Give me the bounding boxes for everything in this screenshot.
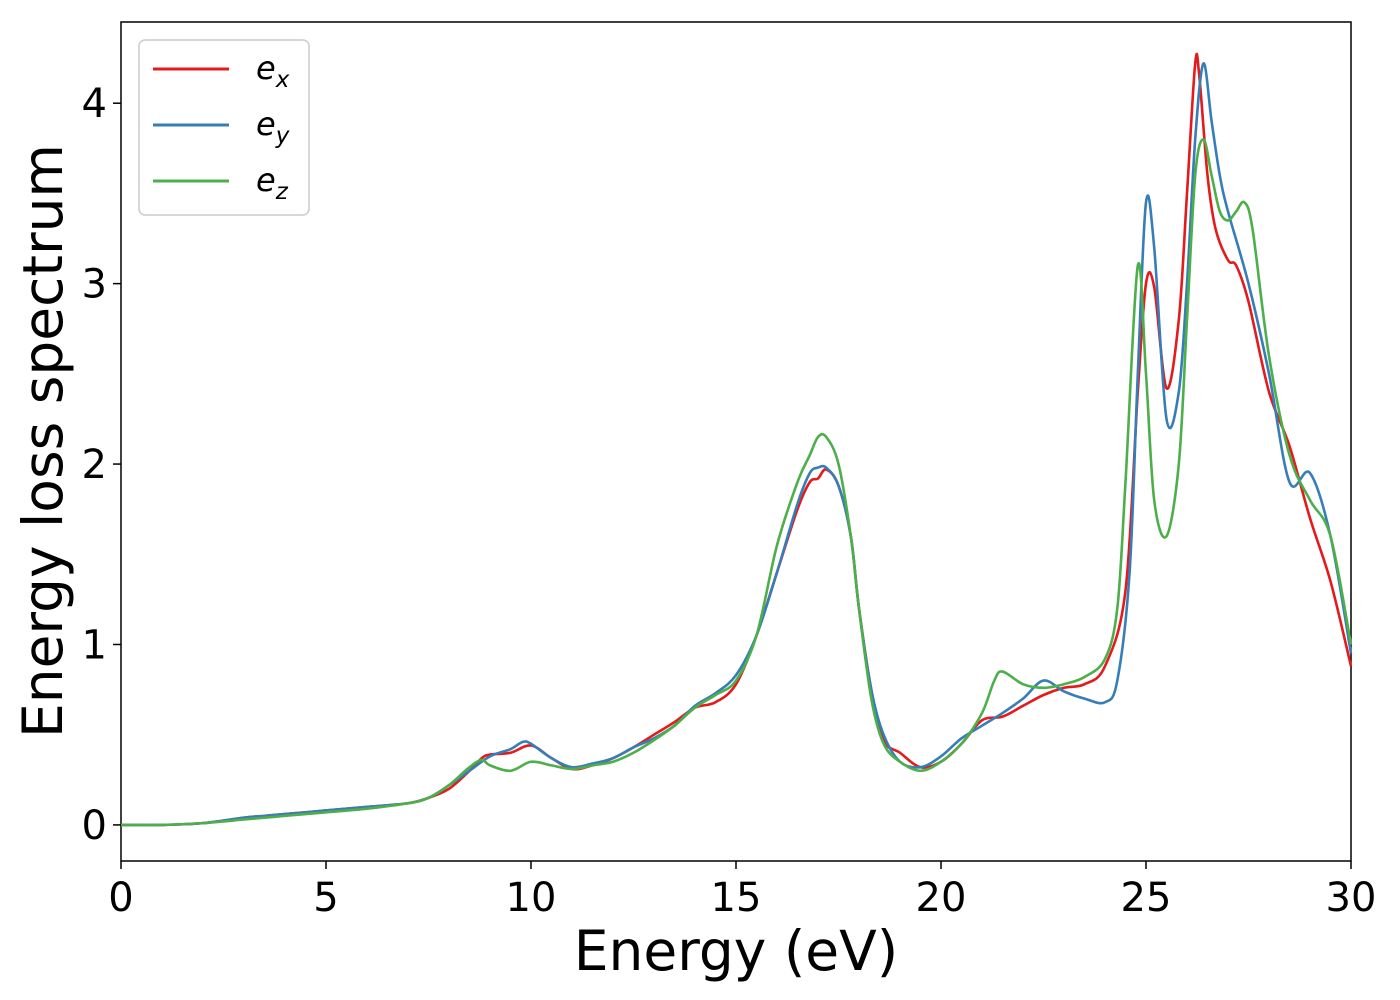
legend-box	[138, 39, 310, 216]
series-line-y	[120, 62, 1353, 827]
legend-label-y: ey	[256, 105, 290, 149]
y-axis-title: Energy loss spectrum	[11, 144, 75, 738]
x-tick-label: 15	[711, 875, 762, 921]
x-tick-label: 0	[108, 875, 133, 921]
x-axis-ticks: 0 5 10 15 20 25 30	[108, 861, 1376, 921]
x-tick-label: 5	[313, 875, 338, 921]
x-tick-label: 25	[1121, 875, 1172, 921]
legend-label-x: ex	[256, 49, 290, 93]
x-tick-label: 20	[916, 875, 967, 921]
x-axis-title: Energy (eV)	[574, 919, 898, 983]
plot-area	[120, 21, 1352, 862]
y-tick-label: 3	[82, 262, 107, 308]
x-tick-label: 30	[1326, 875, 1377, 921]
series-line-z	[120, 137, 1353, 827]
y-axis-ticks: 0 1 2 3 4	[82, 81, 121, 849]
y-tick-label: 0	[82, 803, 107, 849]
x-tick-label: 10	[506, 875, 557, 921]
legend-label-z: ez	[256, 161, 289, 205]
y-tick-label: 4	[82, 81, 107, 127]
y-tick-label: 2	[82, 442, 107, 488]
series-lines	[120, 52, 1353, 827]
legend: ex ey ez	[138, 39, 310, 216]
y-tick-label: 1	[82, 622, 107, 668]
